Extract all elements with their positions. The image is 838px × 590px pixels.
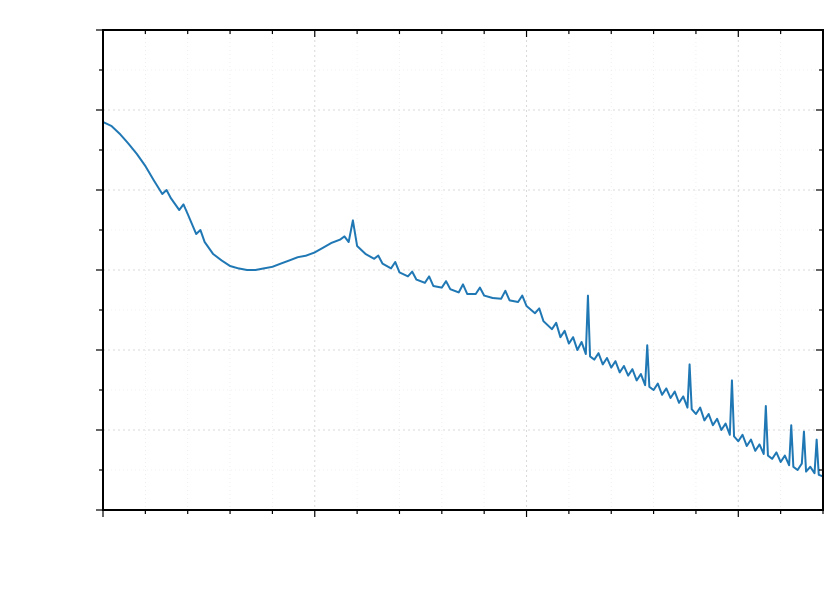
line-chart (0, 0, 838, 590)
chart-svg (0, 0, 838, 590)
